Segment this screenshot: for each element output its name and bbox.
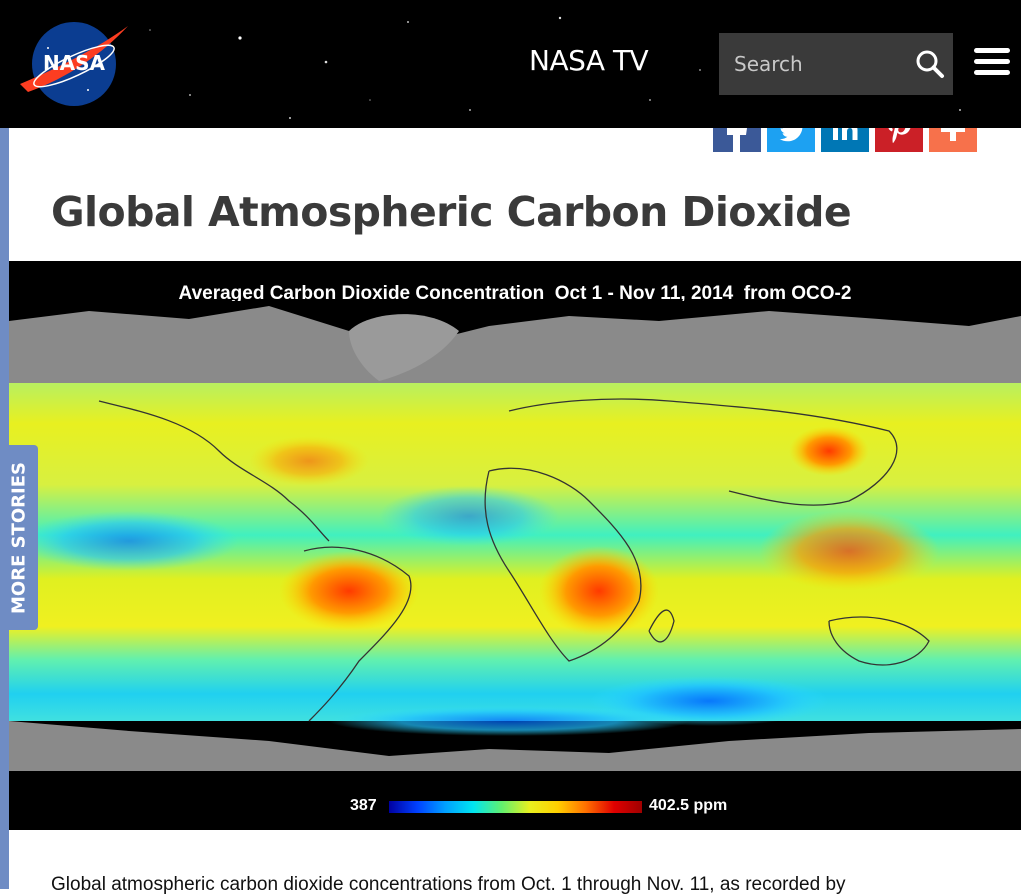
more-stories-label: MORE STORIES [8,461,30,614]
figure-title: Averaged Carbon Dioxide Concentration Oc… [178,283,852,304]
nav-link-nasa-tv[interactable]: NASA TV [529,44,649,77]
site-header: NASA NASA TV [0,0,1021,128]
colorbar-min-label: 387 [350,797,377,814]
nasa-logo[interactable]: NASA [18,18,130,110]
svg-text:NASA: NASA [43,51,106,75]
search-icon[interactable] [915,49,945,79]
more-stories-tab[interactable]: MORE STORIES [0,445,38,630]
co2-world-map [9,301,1021,771]
article-body: Global atmospheric carbon dioxide concen… [51,874,846,895]
co2-concentration-image: Averaged Carbon Dioxide Concentration Oc… [9,261,1021,830]
starfield-background [149,16,961,119]
colorbar [389,801,642,813]
hamburger-icon[interactable] [974,48,1010,78]
search-box [719,33,953,95]
article-title: Global Atmospheric Carbon Dioxide [51,188,852,236]
colorbar-max-label: 402.5 ppm [649,797,728,814]
search-input[interactable] [719,33,904,95]
